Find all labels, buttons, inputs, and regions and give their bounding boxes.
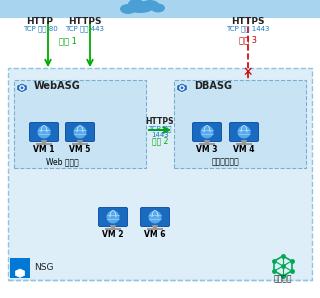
Text: VM 4: VM 4 (233, 145, 255, 154)
Circle shape (22, 273, 23, 274)
Circle shape (201, 125, 213, 139)
Text: 虚拟网络: 虚拟网络 (274, 274, 292, 283)
Text: TCP 端口 80: TCP 端口 80 (23, 26, 57, 32)
FancyBboxPatch shape (140, 207, 170, 226)
Polygon shape (241, 140, 247, 143)
Circle shape (180, 85, 185, 90)
FancyBboxPatch shape (193, 122, 221, 142)
Ellipse shape (128, 0, 144, 9)
Text: TCP 端口: TCP 端口 (148, 126, 172, 132)
Circle shape (180, 86, 183, 89)
FancyBboxPatch shape (14, 80, 146, 168)
Polygon shape (147, 228, 163, 230)
Text: HTTPS: HTTPS (146, 117, 174, 126)
Ellipse shape (126, 1, 154, 13)
Circle shape (179, 87, 180, 89)
Text: 1443: 1443 (151, 132, 169, 138)
Text: VM 6: VM 6 (144, 230, 166, 239)
Polygon shape (204, 140, 210, 143)
Circle shape (20, 89, 21, 90)
Circle shape (21, 271, 22, 272)
Text: Web 服务器: Web 服务器 (46, 158, 78, 167)
Text: ✕: ✕ (243, 66, 253, 78)
Text: VM 5: VM 5 (69, 145, 91, 154)
Circle shape (37, 125, 51, 139)
FancyBboxPatch shape (99, 207, 127, 226)
Circle shape (18, 274, 19, 275)
Polygon shape (41, 140, 47, 143)
Polygon shape (110, 225, 116, 228)
FancyBboxPatch shape (66, 122, 94, 142)
Polygon shape (36, 143, 52, 145)
Circle shape (183, 89, 184, 90)
FancyBboxPatch shape (10, 258, 30, 278)
Circle shape (20, 85, 25, 90)
Circle shape (20, 86, 23, 89)
FancyBboxPatch shape (8, 68, 312, 280)
FancyBboxPatch shape (0, 0, 320, 18)
Text: NSG: NSG (34, 263, 53, 272)
Circle shape (181, 85, 182, 86)
Circle shape (21, 90, 22, 91)
Polygon shape (105, 228, 121, 230)
Circle shape (181, 90, 182, 91)
Circle shape (24, 87, 25, 89)
Polygon shape (152, 225, 158, 228)
Text: HTTP: HTTP (27, 18, 53, 27)
Text: HTTPS: HTTPS (68, 18, 102, 27)
Ellipse shape (141, 0, 159, 10)
Polygon shape (77, 140, 83, 143)
Circle shape (23, 89, 24, 90)
Circle shape (21, 85, 22, 86)
Text: TCP 端口 443: TCP 端口 443 (66, 26, 105, 32)
Text: HTTPS: HTTPS (231, 18, 265, 27)
Circle shape (18, 271, 19, 272)
Circle shape (74, 125, 86, 139)
Circle shape (107, 210, 119, 224)
Circle shape (237, 125, 251, 139)
Text: 规则 3: 规则 3 (239, 35, 257, 44)
Circle shape (19, 87, 20, 89)
Polygon shape (15, 269, 25, 277)
Circle shape (21, 274, 22, 275)
FancyBboxPatch shape (174, 80, 306, 168)
Polygon shape (17, 83, 27, 93)
Text: DBASG: DBASG (194, 81, 232, 91)
Circle shape (184, 87, 185, 89)
Polygon shape (72, 143, 88, 145)
Polygon shape (236, 143, 252, 145)
Text: WebASG: WebASG (34, 81, 81, 91)
Text: 规则 2: 规则 2 (152, 136, 168, 145)
Circle shape (18, 271, 22, 275)
Ellipse shape (120, 4, 136, 14)
Polygon shape (177, 83, 187, 93)
Circle shape (148, 210, 162, 224)
Text: VM 2: VM 2 (102, 230, 124, 239)
Text: VM 3: VM 3 (196, 145, 218, 154)
Circle shape (180, 89, 181, 90)
Ellipse shape (151, 4, 165, 13)
Circle shape (17, 273, 18, 274)
Text: 数据库服务器: 数据库服务器 (212, 158, 240, 167)
FancyBboxPatch shape (29, 122, 59, 142)
Circle shape (19, 272, 21, 274)
Polygon shape (199, 143, 215, 145)
Text: 规则 1: 规则 1 (59, 36, 77, 46)
Text: VM 1: VM 1 (33, 145, 55, 154)
FancyBboxPatch shape (229, 122, 259, 142)
Text: TCP 端口 1443: TCP 端口 1443 (226, 26, 270, 32)
